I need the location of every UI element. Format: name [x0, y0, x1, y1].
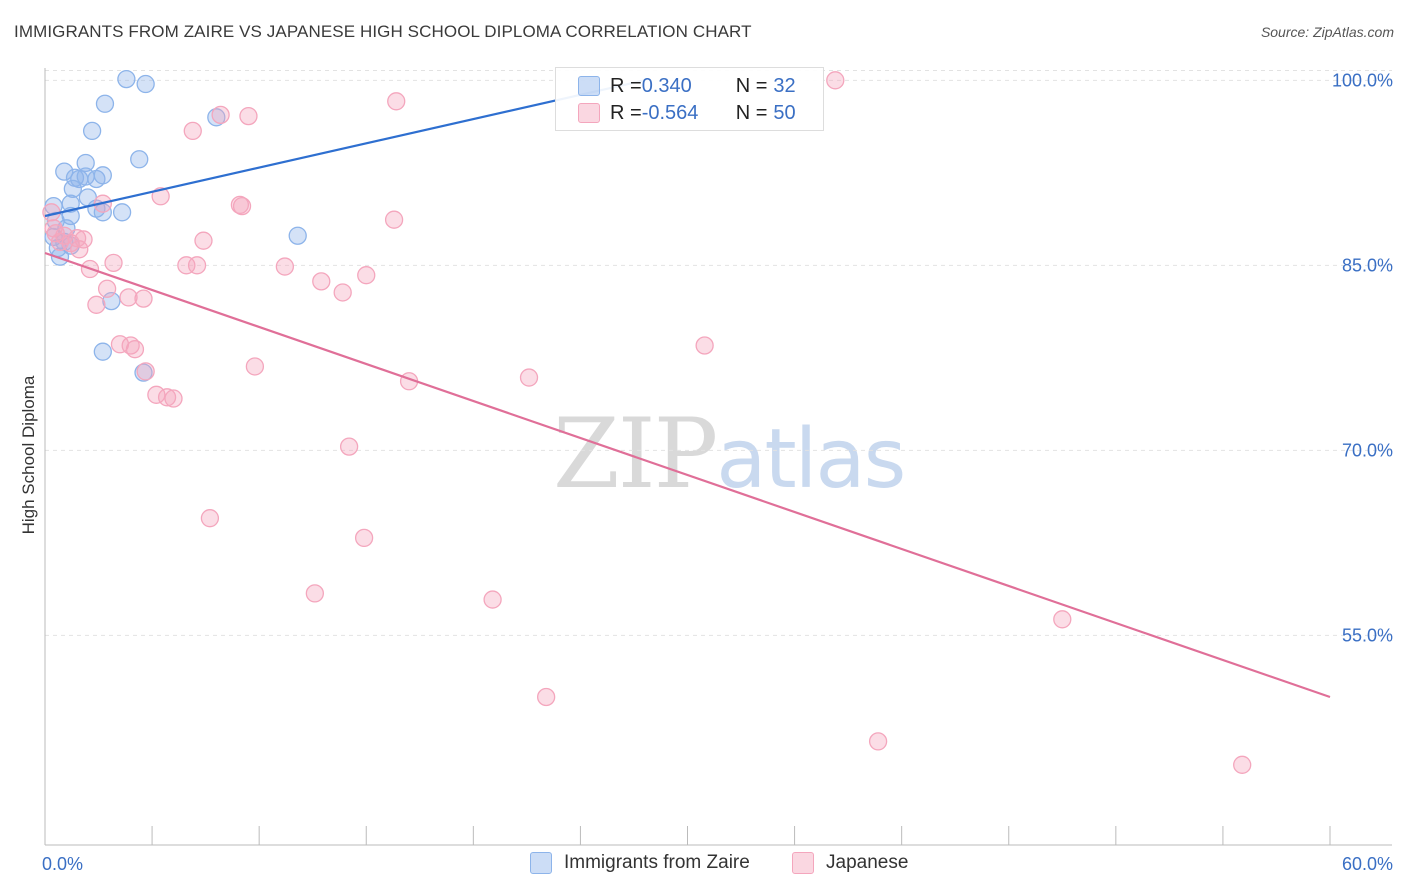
legend-r-label: R = [610, 74, 642, 97]
japanese-point [97, 279, 117, 298]
japanese-point [194, 231, 213, 250]
chart-title: IMMIGRANTS FROM ZAIRE VS JAPANESE HIGH S… [14, 22, 752, 41]
japanese-point [177, 256, 196, 275]
bottom-label-zaire: Immigrants from Zaire [564, 852, 750, 873]
japanese-point [232, 196, 252, 216]
japanese-point [305, 584, 325, 603]
y-tick-label: 70.0% [1342, 440, 1393, 460]
bottom-legend-japanese: Japanese [792, 852, 908, 874]
legend-n-label: N = [735, 74, 768, 97]
japanese-point [339, 437, 359, 456]
zaire-point [288, 226, 307, 245]
japanese-point [183, 121, 202, 141]
japanese-point [74, 230, 93, 249]
japanese-point [239, 106, 258, 126]
japanese-point [384, 210, 404, 229]
japanese-point [1233, 755, 1252, 774]
japanese-point [211, 105, 230, 125]
zipatlas-watermark: ZIPatlas [553, 398, 906, 510]
japanese-point [695, 336, 714, 355]
zaire-point [95, 94, 115, 113]
zaire-trend-line [44, 79, 645, 218]
japanese-point [312, 272, 331, 291]
zaire-point [63, 179, 82, 199]
watermark-zip: ZIP [553, 398, 718, 510]
japanese-point [87, 295, 106, 314]
watermark-atlas: atlas [716, 412, 906, 507]
japanese-point [151, 187, 170, 206]
zaire-point [93, 166, 112, 185]
japanese-point [136, 362, 155, 381]
japanese-point [187, 256, 207, 275]
japanese-point [357, 266, 376, 285]
bottom-swatch-japanese [792, 852, 814, 874]
tick-labels: 55.0% 70.0% 85.0% 100.0% 0.0% 60.0% High Schoo… [19, 70, 1393, 874]
zaire-point [55, 162, 74, 181]
japanese-point [868, 732, 888, 751]
japanese-point [104, 253, 123, 273]
japanese-point [157, 388, 177, 407]
japanese-point [354, 528, 374, 548]
legend-r-value: -0.564 [641, 101, 699, 124]
japanese-point [1053, 610, 1072, 629]
legend-row-japanese: R = -0.564 N = 50 [578, 100, 796, 126]
zaire-point [50, 247, 70, 266]
legend-row-zaire: R = 0.340 N = 32 [578, 73, 796, 99]
legend-n-value: 32 [773, 74, 796, 97]
japanese-point [125, 340, 145, 359]
zaire-point [93, 342, 112, 361]
bottom-legend-zaire: Immigrants from Zaire [530, 852, 750, 874]
bottom-label-japanese: Japanese [826, 852, 909, 873]
legend-swatch-zaire [578, 76, 600, 96]
zaire-point [136, 74, 155, 94]
legend-n-value: 50 [773, 101, 796, 124]
zaire-point [130, 150, 149, 169]
japanese-point [70, 240, 89, 259]
japanese-point [119, 288, 138, 307]
japanese-point [164, 389, 183, 408]
legend-swatch-japanese [578, 103, 600, 123]
japanese-point [826, 71, 845, 90]
x-tick-label: 60.0% [1342, 854, 1393, 874]
japanese-point [245, 357, 265, 376]
japanese-point [519, 368, 539, 387]
x-tick-label: 0.0% [42, 854, 83, 874]
japanese-trend-line [44, 251, 1331, 699]
japanese-point [333, 283, 352, 302]
japanese-point [483, 590, 502, 609]
japanese-point [134, 289, 153, 308]
japanese-point [387, 92, 406, 111]
gridlines [45, 69, 1392, 636]
source-credit: Source: ZipAtlas.com [1260, 24, 1394, 40]
japanese-point [275, 257, 295, 276]
axes [44, 68, 1392, 846]
legend-r-value: 0.340 [641, 74, 692, 97]
legend-r-label: R = [610, 101, 642, 124]
zaire-point [76, 153, 95, 173]
trend-lines [44, 79, 1331, 699]
japanese-point [200, 509, 220, 528]
y-tick-label: 55.0% [1342, 625, 1393, 645]
zaire-point [117, 69, 136, 89]
bottom-swatch-zaire [530, 852, 552, 874]
y-tick-label: 85.0% [1342, 255, 1393, 275]
stats-legend: R = 0.340 N = 32 R = -0.564 N = 50 [555, 67, 824, 131]
y-axis-title: High School Diploma [19, 375, 38, 534]
y-tick-label: 100.0% [1332, 70, 1393, 90]
legend-n-label: N = [735, 101, 768, 124]
japanese-point [537, 687, 556, 707]
japanese-point [147, 385, 166, 404]
zaire-point [112, 203, 132, 222]
zaire-point [82, 121, 102, 141]
